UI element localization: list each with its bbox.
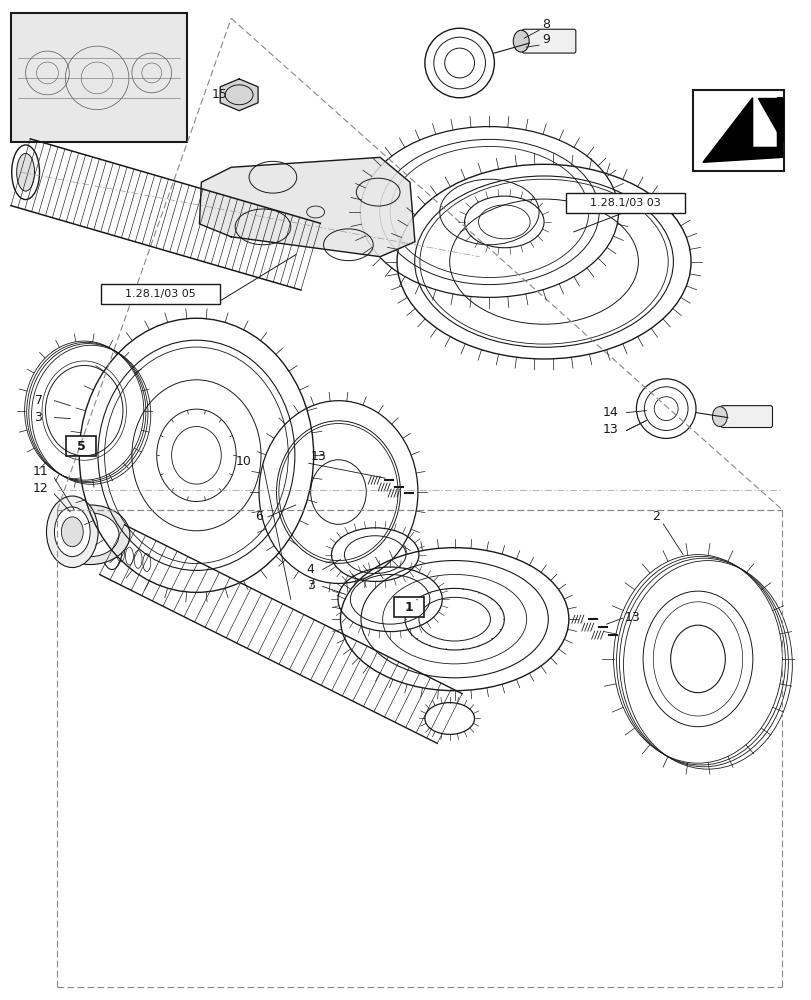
Text: 8: 8 bbox=[542, 18, 549, 31]
FancyBboxPatch shape bbox=[720, 406, 771, 427]
Ellipse shape bbox=[513, 30, 529, 52]
Text: 7: 7 bbox=[35, 394, 42, 407]
Text: 3: 3 bbox=[35, 411, 42, 424]
Ellipse shape bbox=[11, 145, 40, 200]
FancyBboxPatch shape bbox=[393, 597, 423, 617]
Polygon shape bbox=[200, 157, 414, 257]
Ellipse shape bbox=[54, 507, 90, 557]
Text: 2: 2 bbox=[651, 510, 659, 523]
FancyBboxPatch shape bbox=[565, 193, 684, 213]
Text: 10: 10 bbox=[236, 455, 251, 468]
FancyBboxPatch shape bbox=[692, 90, 783, 171]
Ellipse shape bbox=[50, 505, 130, 565]
Text: 11: 11 bbox=[32, 465, 49, 478]
Text: 1.28.1/03 03: 1.28.1/03 03 bbox=[590, 198, 660, 208]
Text: 13: 13 bbox=[602, 423, 618, 436]
Text: 13: 13 bbox=[311, 450, 326, 463]
Text: 3: 3 bbox=[307, 579, 314, 592]
FancyBboxPatch shape bbox=[521, 29, 575, 53]
Ellipse shape bbox=[62, 517, 83, 547]
Text: 1.28.1/03 05: 1.28.1/03 05 bbox=[125, 289, 195, 299]
FancyBboxPatch shape bbox=[11, 13, 187, 142]
FancyBboxPatch shape bbox=[101, 284, 220, 304]
Text: 1: 1 bbox=[404, 601, 413, 614]
Text: 15: 15 bbox=[211, 88, 227, 101]
Ellipse shape bbox=[711, 407, 727, 427]
Text: 13: 13 bbox=[624, 611, 639, 624]
Text: 9: 9 bbox=[542, 33, 549, 46]
Ellipse shape bbox=[62, 513, 119, 557]
FancyBboxPatch shape bbox=[67, 436, 96, 456]
Polygon shape bbox=[757, 98, 783, 142]
Polygon shape bbox=[702, 98, 782, 162]
Text: 14: 14 bbox=[602, 406, 618, 419]
Text: 4: 4 bbox=[307, 563, 314, 576]
Ellipse shape bbox=[102, 530, 122, 570]
Ellipse shape bbox=[17, 153, 35, 191]
Text: 12: 12 bbox=[32, 482, 49, 495]
Ellipse shape bbox=[46, 496, 98, 568]
Polygon shape bbox=[220, 79, 258, 111]
Text: 6: 6 bbox=[255, 510, 263, 523]
Text: 5: 5 bbox=[77, 440, 85, 453]
